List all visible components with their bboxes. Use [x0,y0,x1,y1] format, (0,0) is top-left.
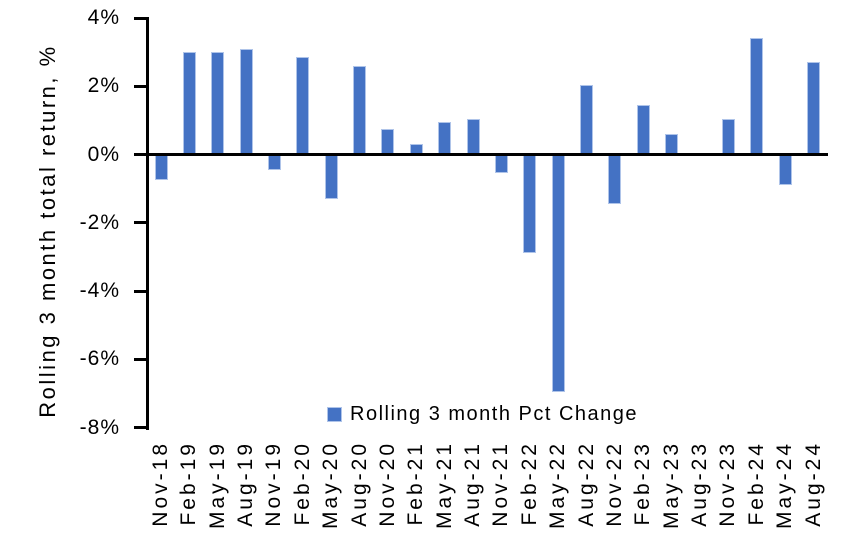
bar-May-23 [665,134,679,155]
y-tick-label: -4% [79,279,120,302]
legend-label: Rolling 3 month Pct Change [350,403,639,425]
legend: Rolling 3 month Pct Change [327,403,638,426]
x-axis-label: Aug-22 [574,441,598,527]
bar-Nov-18 [154,154,168,181]
legend-swatch-icon [327,407,342,422]
x-axis-label: Aug-24 [801,441,825,527]
bar-Nov-22 [608,154,622,204]
y-tick-mark [134,84,147,88]
x-axis-label: Nov-23 [716,441,740,527]
x-axis-label: Aug-20 [347,441,371,527]
y-tick-mark [134,289,147,293]
x-axis-label: Aug-21 [461,441,485,527]
x-axis-label: Feb-21 [404,441,428,526]
y-tick-label: -8% [79,415,120,439]
zero-baseline [146,153,828,156]
bar-May-19 [211,52,225,155]
y-tick-label: 2% [87,74,120,98]
x-axis-label: Nov-18 [149,441,172,527]
bar-May-22 [551,154,565,392]
bar-Feb-24 [750,38,764,155]
x-axis-label: May-19 [205,441,229,530]
bar-Nov-20 [381,128,395,155]
x-axis-label: May-24 [773,441,797,530]
x-axis-label: Nov-19 [262,441,286,527]
bar-Aug-20 [353,65,367,155]
x-axis-label: Feb-23 [631,441,655,526]
y-tick-label: 4% [87,6,120,29]
y-tick-label: -2% [79,210,120,234]
y-tick-label: -6% [79,347,120,371]
x-axis-label: May-20 [319,441,343,530]
y-tick-label: 0% [87,142,120,166]
bar-Aug-22 [580,84,594,155]
y-tick-mark [134,221,147,225]
bar-Aug-24 [807,62,820,155]
bar-Nov-21 [494,154,508,174]
y-tick-mark [134,426,147,429]
bar-Feb-23 [636,105,650,155]
bar-Aug-21 [466,118,480,155]
x-axis-label: Feb-24 [744,441,768,526]
bar-Feb-20 [296,57,310,155]
x-axis-label: Feb-19 [177,441,201,526]
x-axis-label: Aug-19 [234,441,258,527]
bar-Feb-19 [182,52,196,155]
bar-Feb-22 [523,154,537,254]
x-axis-label: Feb-20 [290,441,314,526]
x-axis-label: Nov-22 [602,441,626,527]
x-axis-label: May-21 [432,441,456,530]
x-axis-label: Feb-22 [517,441,541,526]
bar-Nov-23 [721,118,735,155]
bar-May-21 [438,122,452,155]
x-axis-label: Nov-21 [489,441,513,527]
y-tick-mark [134,153,147,156]
x-axis-label: Nov-20 [375,441,399,527]
bar-Nov-19 [267,154,281,170]
x-axis-label: Aug-23 [688,441,712,527]
x-axis-label: May-23 [659,441,683,530]
bar-Aug-19 [239,48,253,155]
bar-May-24 [778,154,792,186]
y-axis-line [146,17,149,430]
y-tick-mark [134,16,147,20]
x-axis-label: May-22 [546,441,570,530]
y-tick-mark [134,357,147,361]
bar-May-20 [324,154,338,199]
